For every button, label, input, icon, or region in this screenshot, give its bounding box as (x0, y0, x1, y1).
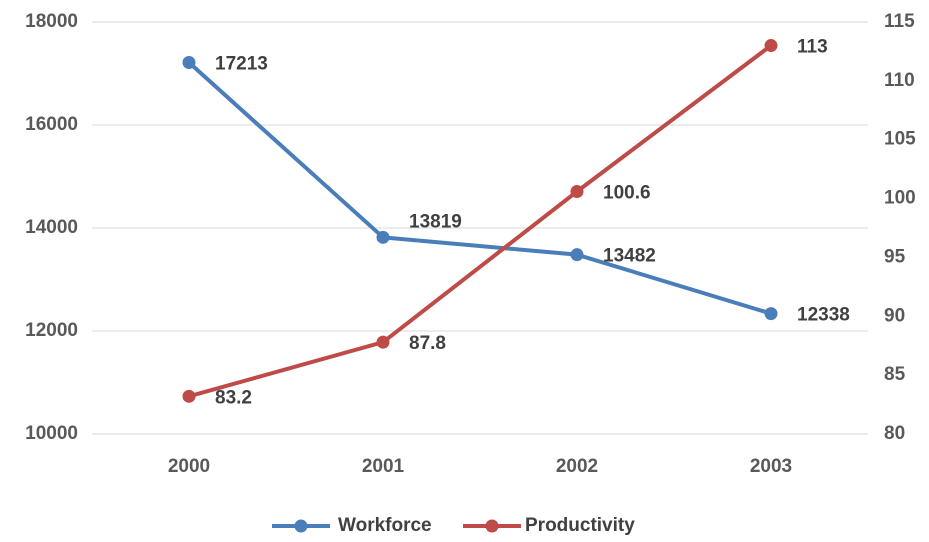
y2-tick-label: 95 (884, 246, 906, 267)
x-tick-label: 2001 (362, 456, 405, 477)
data-point (570, 185, 584, 199)
data-point (376, 335, 390, 349)
data-label: 113 (797, 37, 828, 58)
y-tick-label: 12000 (25, 320, 78, 341)
data-label: 17213 (215, 54, 268, 75)
y-tick-label: 18000 (25, 11, 78, 32)
data-label: 12338 (797, 305, 850, 326)
x-tick-label: 2002 (556, 456, 598, 477)
series-line (188, 43, 773, 399)
y-tick-label: 10000 (25, 423, 78, 444)
y2-tick-label: 105 (884, 129, 916, 150)
y2-tick-label: 110 (884, 70, 915, 91)
y2-tick-label: 80 (884, 423, 905, 444)
y2-tick-label: 85 (884, 364, 906, 385)
data-label: 13819 (409, 211, 462, 232)
data-point (182, 56, 196, 70)
y2-tick-label: 90 (884, 305, 905, 326)
legend-label: Productivity (525, 515, 635, 536)
legend-marker (294, 519, 308, 533)
data-point (182, 389, 196, 403)
data-label: 83.2 (215, 387, 252, 408)
data-point (570, 248, 584, 262)
y-tick-label: 16000 (25, 114, 78, 135)
data-label: 13482 (603, 246, 656, 267)
y-tick-label: 14000 (25, 217, 78, 238)
x-tick-label: 2003 (750, 456, 792, 477)
data-label: 100.6 (603, 183, 651, 204)
legend-marker (485, 519, 499, 533)
data-point (764, 307, 778, 321)
series-line (187, 61, 772, 316)
y2-tick-label: 115 (884, 11, 915, 32)
x-tick-label: 2000 (168, 456, 210, 477)
legend-label: Workforce (338, 515, 432, 536)
data-point (764, 39, 778, 53)
y2-tick-label: 100 (884, 188, 916, 209)
data-label: 87.8 (409, 333, 446, 354)
data-point (376, 230, 390, 244)
